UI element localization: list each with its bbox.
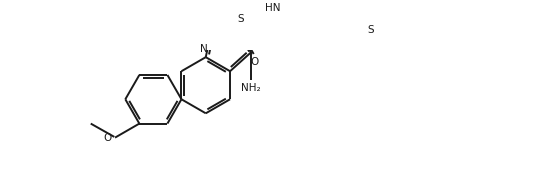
Text: S: S [237, 14, 244, 24]
Text: NH₂: NH₂ [241, 83, 261, 93]
Text: N: N [199, 44, 207, 54]
Text: S: S [367, 25, 374, 35]
Text: O: O [104, 133, 112, 143]
Text: HN: HN [266, 3, 281, 13]
Text: O: O [250, 57, 258, 67]
